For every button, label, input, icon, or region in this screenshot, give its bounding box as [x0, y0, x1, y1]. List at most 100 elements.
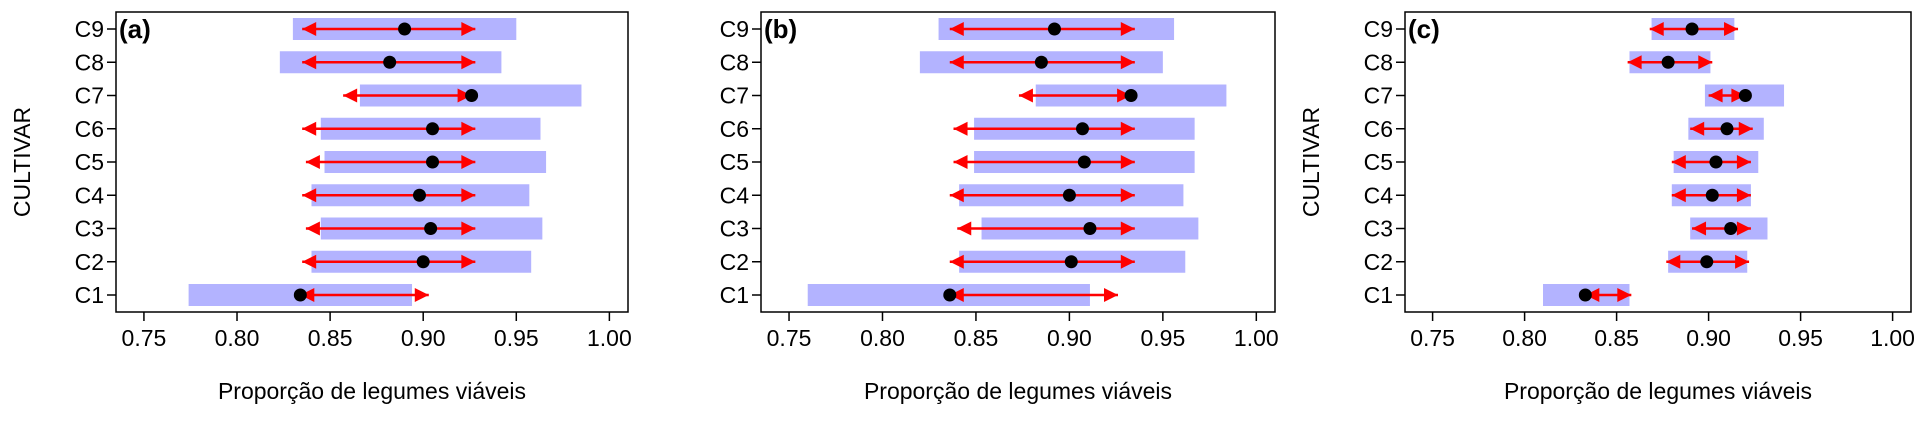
x-tick-label-b-4: 0.95 [1140, 325, 1185, 351]
y-tick-label-b-c8: C8 [720, 49, 749, 75]
y-tick-label-b-c6: C6 [720, 116, 749, 142]
y-tick-label-c-c3: C3 [1364, 216, 1393, 242]
x-tick-label-a-3: 0.90 [401, 325, 446, 351]
x-tick-label-c-0: 0.75 [1410, 325, 1455, 351]
x-tick-label-c-4: 0.95 [1778, 325, 1823, 351]
arrow-head-right-a-c4 [461, 188, 476, 203]
arrow-head-left-b-c8 [949, 55, 964, 70]
arrow-head-left-c-c6 [1690, 121, 1705, 136]
estimate-point-a-c5 [426, 155, 440, 169]
panel-b: C1 C2 C3 C4 C5 C6 C7 C8 C9 0.75 0.80 0.85 0.90 0.95 1.… [720, 11, 1279, 404]
y-tick-label-b-c9: C9 [720, 16, 749, 42]
arrow-head-left-b-c4 [949, 188, 964, 203]
arrow-head-left-a-c2 [302, 254, 317, 269]
x-tick-label-a-1: 0.80 [215, 325, 260, 351]
arrow-head-right-b-c2 [1120, 254, 1135, 269]
y-tick-label-b-c3: C3 [720, 216, 749, 242]
y-tick-label-c-c1: C1 [1364, 282, 1393, 308]
estimate-point-b-c5 [1077, 155, 1091, 169]
arrow-head-right-b-c9 [1120, 22, 1135, 36]
arrow-head-left-a-c4 [302, 188, 317, 203]
arrow-head-left-c-c2 [1666, 254, 1681, 269]
panel-a: C1 C2 C3 C4 C5 C6 C7 C8 C9 0.75 0.80 0.85 0.90 0.95 1.… [9, 11, 632, 404]
x-tick-label-b-1: 0.80 [860, 325, 905, 351]
arrow-head-left-c-c4 [1671, 188, 1686, 203]
estimate-point-c-c4 [1705, 188, 1719, 202]
estimate-point-b-c7 [1124, 89, 1138, 102]
arrow-head-right-a-c3 [461, 221, 476, 236]
x-tick-label-b-0: 0.75 [767, 325, 812, 351]
arrow-head-right-c-c8 [1698, 55, 1713, 70]
estimate-point-a-c9 [398, 22, 412, 36]
estimate-point-b-c3 [1083, 222, 1097, 235]
panel-label-b: (b) [764, 14, 797, 44]
panel-c: C1 C2 C3 C4 C5 C6 C7 C8 C9 0.75 0.80 0.85 0.90 0.95 1.… [1298, 11, 1915, 404]
y-tick-label-a-c4: C4 [75, 182, 105, 208]
estimate-point-a-c8 [383, 55, 397, 69]
y-tick-label-b-c2: C2 [720, 249, 749, 275]
arrow-head-left-a-c7 [343, 88, 358, 103]
arrow-head-right-c-c4 [1736, 188, 1751, 203]
arrow-head-left-b-c3 [957, 221, 972, 236]
arrow-head-right-c-c3 [1736, 221, 1751, 236]
x-tick-label-a-0: 0.75 [122, 325, 167, 351]
y-tick-label-a-c6: C6 [75, 116, 104, 142]
arrow-head-right-a-c8 [461, 55, 476, 70]
x-tick-label-a-2: 0.85 [308, 325, 353, 351]
arrow-head-left-a-c5 [305, 155, 320, 169]
estimate-point-a-c3 [424, 222, 438, 235]
arrow-head-right-a-c6 [461, 121, 476, 136]
x-tick-label-c-5: 1.00 [1870, 325, 1915, 351]
y-tick-label-b-c7: C7 [720, 83, 749, 109]
estimate-point-a-c4 [412, 188, 426, 202]
panel-label-a: (a) [119, 14, 151, 44]
arrow-head-left-c-c3 [1692, 221, 1707, 236]
arrow-head-right-a-c9 [461, 22, 476, 36]
arrow-head-right-a-c7 [457, 88, 472, 103]
estimate-point-b-c8 [1034, 55, 1048, 69]
panel-label-c: (c) [1408, 14, 1440, 44]
estimate-point-b-c1 [943, 288, 957, 302]
arrow-head-right-b-c5 [1120, 155, 1135, 169]
arrow-head-left-c-c8 [1627, 55, 1642, 70]
estimate-point-a-c2 [416, 255, 430, 269]
arrow-head-right-c-c6 [1738, 121, 1753, 136]
arrow-head-right-b-c8 [1120, 55, 1135, 70]
estimate-point-c-c2 [1700, 255, 1714, 269]
arrow-head-left-b-c1 [949, 288, 964, 302]
arrow-head-right-a-c2 [461, 254, 476, 269]
y-tick-label-c-c4: C4 [1364, 182, 1394, 208]
y-tick-label-c-c8: C8 [1364, 49, 1393, 75]
y-tick-label-a-c1: C1 [75, 282, 104, 308]
estimate-point-b-c2 [1064, 255, 1078, 269]
arrow-head-right-b-c7 [1117, 88, 1132, 103]
arrow-head-right-a-c1 [414, 288, 429, 302]
estimate-point-a-c1 [293, 288, 307, 302]
estimate-point-b-c4 [1062, 188, 1076, 202]
arrow-head-right-b-c1 [1103, 288, 1118, 302]
x-axis-title-a: Proporção de legumes viáveis [218, 378, 526, 404]
y-tick-label-a-c3: C3 [75, 216, 104, 242]
arrow-head-right-b-c4 [1120, 188, 1135, 203]
estimate-point-b-c9 [1047, 22, 1061, 36]
arrow-head-right-a-c5 [461, 155, 476, 169]
arrow-head-right-c-c2 [1735, 254, 1750, 269]
x-tick-label-c-2: 0.85 [1594, 325, 1639, 351]
y-tick-label-b-c1: C1 [720, 282, 749, 308]
y-tick-label-b-c5: C5 [720, 149, 749, 175]
x-axis-title-c: Proporção de legumes viáveis [1504, 378, 1812, 404]
y-tick-label-a-c2: C2 [75, 249, 104, 275]
estimate-point-c-c6 [1720, 122, 1734, 136]
y-tick-label-a-c7: C7 [75, 83, 104, 109]
y-tick-label-c-c5: C5 [1364, 149, 1393, 175]
estimate-point-c-c8 [1661, 55, 1675, 69]
estimate-point-c-c5 [1709, 155, 1723, 169]
y-axis-title-a: CULTIVAR [9, 107, 35, 217]
arrow-head-left-a-c8 [302, 55, 317, 70]
x-tick-label-b-3: 0.90 [1047, 325, 1092, 351]
y-tick-label-a-c8: C8 [75, 49, 104, 75]
arrow-head-left-b-c6 [953, 121, 968, 136]
estimate-point-a-c7 [465, 89, 479, 102]
arrow-head-left-a-c1 [300, 288, 315, 302]
